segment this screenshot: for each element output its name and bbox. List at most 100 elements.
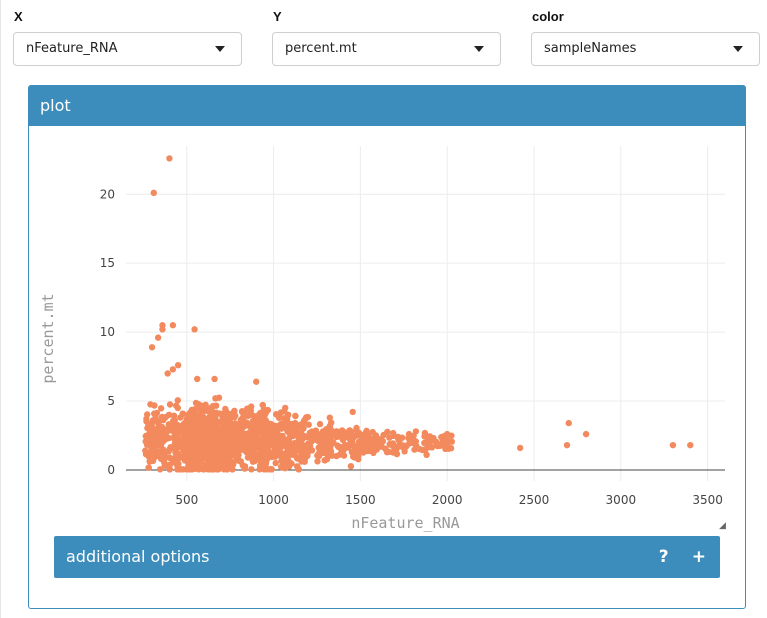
scatter-point: [165, 421, 173, 428]
scatter-point: [248, 443, 256, 450]
scatter-point: [160, 416, 167, 424]
additional-options-label: additional options: [66, 547, 210, 566]
x-tick-label: 2500: [519, 493, 550, 507]
scatter-point: [143, 441, 151, 448]
scatter-point: [369, 437, 376, 444]
scatter-point: [289, 447, 296, 454]
y-axis-title: percent.mt: [39, 293, 57, 383]
scatter-point: [316, 444, 323, 452]
scatter-point: [222, 450, 229, 457]
scatter-point: [174, 450, 182, 457]
scatter-point: [386, 441, 393, 448]
scatter-point: [687, 441, 694, 449]
scatter-point: [183, 415, 191, 422]
scatter-point: [221, 418, 229, 426]
scatter-point: [347, 428, 355, 435]
scatter-point: [224, 457, 231, 464]
scatter-point: [150, 438, 157, 445]
scatter-point: [159, 326, 166, 333]
scatter-point: [430, 435, 437, 442]
scatter-point: [376, 436, 384, 443]
x-axis-title: nFeature_RNA: [351, 514, 459, 532]
scatter-point: [361, 430, 369, 437]
help-button[interactable]: ?: [658, 547, 669, 567]
scatter-point: [314, 430, 322, 438]
x-tick-label: 1500: [345, 493, 376, 507]
scatter-point: [326, 414, 333, 421]
expand-button[interactable]: +: [691, 547, 706, 567]
scatter-point: [224, 466, 231, 473]
scatter-point: [151, 453, 159, 461]
scatter-point: [169, 366, 177, 373]
x-control: X nFeature_RNA: [13, 8, 242, 66]
scatter-point: [205, 454, 212, 461]
x-tick-label: 500: [175, 493, 198, 507]
scatter-point: [292, 440, 299, 447]
scatter-point: [253, 378, 260, 385]
scatter-point: [196, 458, 204, 465]
x-tick-label: 1000: [258, 493, 289, 507]
scatter-point: [169, 322, 177, 329]
scatter-point: [244, 405, 251, 412]
scatter-point: [227, 452, 234, 460]
scatter-point: [196, 453, 203, 460]
scatter-point: [335, 433, 343, 440]
y-tick-label: 5: [107, 394, 115, 408]
scatter-point: [256, 411, 263, 418]
resize-handle-icon[interactable]: ◢: [719, 521, 726, 531]
scatter-point: [220, 461, 227, 468]
scatter-point: [321, 457, 328, 464]
scatter-point: [297, 429, 305, 437]
color-select[interactable]: sampleNames: [531, 32, 760, 66]
scatter-point: [272, 459, 279, 467]
scatter-point: [260, 430, 267, 438]
scatter-point: [234, 454, 241, 462]
scatter-point: [250, 435, 258, 442]
scatter-point: [337, 443, 344, 451]
scatter-point: [175, 437, 182, 445]
x-select-value: nFeature_RNA: [26, 41, 118, 56]
plot-box: plot 500 1000 1500 2000 2500 3000 3500 0 5 10 15 20…: [28, 85, 746, 609]
scatter-point: [191, 427, 198, 435]
y-select[interactable]: percent.mt: [272, 32, 501, 66]
scatter-point: [238, 408, 246, 415]
scatter-point: [292, 412, 299, 420]
scatter-point: [238, 427, 245, 435]
scatter-point: [269, 451, 276, 458]
additional-options-bar[interactable]: additional options ? +: [54, 536, 720, 578]
scatter-point: [239, 414, 247, 421]
scatter-point: [191, 326, 198, 333]
scatter-point: [142, 447, 149, 454]
scatter-point: [341, 441, 349, 449]
scatter-point: [212, 443, 220, 450]
scatter-point: [273, 411, 280, 418]
scatter-point: [281, 451, 289, 459]
scatter-point: [259, 463, 266, 471]
scatter-point: [306, 442, 314, 450]
scatter-point: [221, 410, 228, 417]
scatter-point: [284, 445, 291, 453]
scatter-plot-svg: 500 1000 1500 2000 2500 3000 3500 0 5 10 15 20 nFeat…: [39, 146, 725, 532]
scatter-point: [284, 428, 291, 435]
x-select[interactable]: nFeature_RNA: [13, 32, 242, 66]
scatter-point: [281, 464, 288, 472]
scatter-point: [162, 436, 169, 443]
scatter-point: [145, 453, 152, 460]
scatter-point: [277, 449, 284, 456]
scatter-point: [170, 417, 177, 425]
y-tick-label: 20: [100, 187, 115, 201]
chevron-down-icon: [733, 46, 743, 52]
scatter-point: [166, 401, 174, 408]
scatter-point: [154, 418, 162, 425]
scatter-point: [209, 409, 216, 416]
scatter-point: [144, 434, 151, 441]
scatter-point: [226, 439, 234, 447]
scatter-plot[interactable]: 500 1000 1500 2000 2500 3000 3500 0 5 10 15 20 nFeat…: [29, 126, 745, 536]
scatter-point: [174, 404, 181, 412]
scatter-point: [516, 444, 524, 452]
scatter-point: [145, 464, 152, 471]
scatter-point: [273, 427, 280, 435]
scatter-point: [179, 410, 186, 417]
scatter-point: [190, 432, 197, 439]
x-select-label: X: [14, 9, 23, 24]
